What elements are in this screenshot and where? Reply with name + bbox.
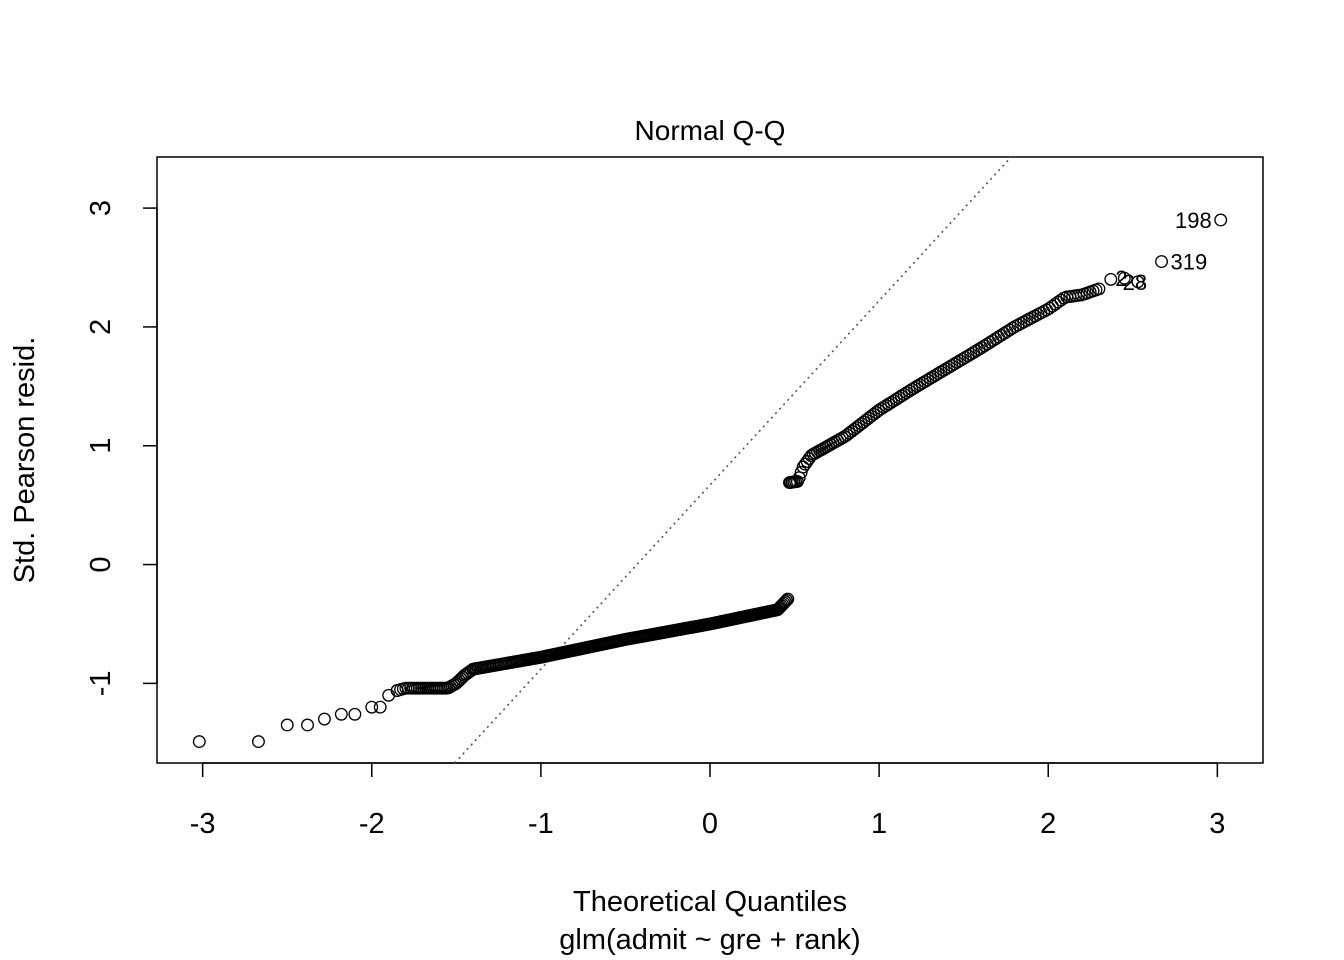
data-point xyxy=(192,735,206,749)
reference-line xyxy=(454,156,1012,764)
outlier-label: 2 xyxy=(1115,266,1127,291)
x-tick-label: -1 xyxy=(528,808,554,840)
data-point xyxy=(1092,282,1106,296)
data-point xyxy=(794,465,808,479)
outlier-label: 319 xyxy=(1171,250,1208,275)
x-tick-label: 1 xyxy=(871,808,887,840)
y-tick-label: 0 xyxy=(85,556,117,572)
data-point xyxy=(373,700,387,714)
x-axis: -3 -2 -1 0 1 2 3 xyxy=(190,762,1225,840)
chart-subtitle: glm(admit ~ gre + rank) xyxy=(559,924,860,956)
outlier-label: 28 xyxy=(1123,270,1147,295)
chart-title: Normal Q-Q xyxy=(635,115,786,146)
data-point xyxy=(301,718,314,732)
data-point xyxy=(778,595,792,609)
y-tick-label: -1 xyxy=(85,670,117,696)
data-point xyxy=(777,596,791,610)
data-point xyxy=(1214,213,1228,227)
x-tick-label: 3 xyxy=(1209,808,1225,840)
x-tick-label: 0 xyxy=(702,808,718,840)
data-point xyxy=(348,707,362,721)
y-axis-label: Std. Pearson resid. xyxy=(9,337,41,584)
data-point xyxy=(280,718,294,732)
residual-points xyxy=(192,213,1228,749)
x-tick-label: 2 xyxy=(1040,808,1056,840)
data-point xyxy=(365,700,379,714)
y-axis: -1 0 1 2 3 xyxy=(85,200,158,696)
data-point xyxy=(1131,275,1145,289)
data-point xyxy=(334,707,348,721)
y-tick-label: 1 xyxy=(85,438,117,454)
data-point xyxy=(781,592,795,606)
point-labels: 198 319 282 xyxy=(1115,208,1212,295)
x-tick-label: -2 xyxy=(359,808,385,840)
x-axis-label: Theoretical Quantiles xyxy=(573,886,847,918)
data-point xyxy=(780,593,793,607)
y-tick-label: 3 xyxy=(85,200,117,216)
outlier-label: 198 xyxy=(1175,208,1212,233)
data-point xyxy=(317,712,331,726)
x-tick-label: -3 xyxy=(190,808,216,840)
data-point xyxy=(1104,272,1118,286)
data-point xyxy=(382,688,396,702)
data-point xyxy=(1117,271,1131,285)
plot-area-border xyxy=(156,156,1264,764)
y-tick-label: 2 xyxy=(85,319,117,335)
data-point xyxy=(252,735,265,749)
data-point xyxy=(1155,255,1168,269)
